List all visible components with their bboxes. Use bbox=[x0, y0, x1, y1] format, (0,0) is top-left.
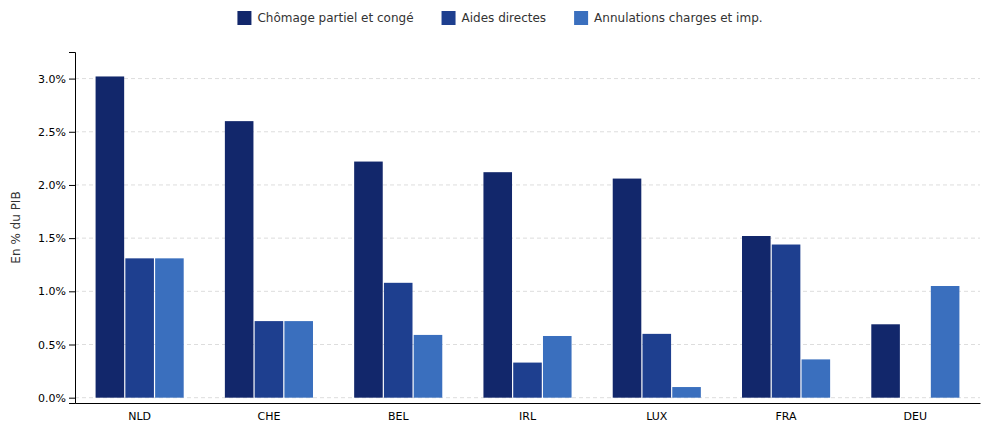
bar bbox=[543, 336, 572, 398]
x-tick: NLD bbox=[128, 410, 151, 423]
y-tick-label: 1.0% bbox=[38, 285, 66, 298]
y-tick-mark bbox=[69, 132, 75, 133]
x-tick-label: NLD bbox=[128, 410, 151, 423]
legend-item: Aides directes bbox=[442, 11, 547, 25]
legend-swatch bbox=[237, 11, 251, 25]
bar bbox=[871, 324, 900, 397]
bar bbox=[155, 258, 184, 397]
y-tick-mark bbox=[69, 79, 75, 80]
y-tick-label: 2.0% bbox=[38, 179, 66, 192]
grid-line bbox=[75, 78, 980, 79]
x-tick: DEU bbox=[904, 410, 927, 423]
bar bbox=[483, 172, 512, 397]
legend-swatch bbox=[574, 11, 588, 25]
legend: Chômage partiel et congé Aides directes An… bbox=[237, 11, 762, 25]
x-tick-label: IRL bbox=[519, 410, 537, 423]
y-tick-label: 0.5% bbox=[38, 339, 66, 352]
y-tick: 0.5% bbox=[38, 339, 75, 352]
y-tick: 3.0% bbox=[38, 73, 75, 86]
bars bbox=[96, 76, 960, 397]
x-tick-label: CHE bbox=[257, 410, 280, 423]
bar bbox=[225, 121, 254, 398]
bar bbox=[642, 334, 671, 398]
bar bbox=[414, 335, 443, 398]
bar bbox=[354, 162, 383, 398]
y-tick-label: 0.0% bbox=[38, 392, 66, 405]
legend-item: Annulations charges et imp. bbox=[574, 11, 762, 25]
x-tick: CHE bbox=[257, 410, 280, 423]
y-tick: 1.5% bbox=[38, 232, 75, 245]
x-tick-label: FRA bbox=[776, 410, 798, 423]
legend-label: Aides directes bbox=[462, 11, 547, 25]
bar bbox=[672, 387, 701, 398]
bar bbox=[284, 321, 313, 398]
chart: 0.0% 0.5% 1.0% 1.5% 2.0% 2.5% 3.0% NLD CHE BEL IRL… bbox=[0, 0, 1000, 443]
x-tick: IRL bbox=[519, 410, 537, 423]
bar bbox=[802, 359, 831, 397]
x-axis-line bbox=[76, 403, 981, 404]
bar bbox=[772, 245, 801, 398]
y-axis: 0.0% 0.5% 1.0% 1.5% 2.0% 2.5% 3.0% bbox=[38, 53, 75, 405]
grid-line bbox=[75, 238, 980, 239]
y-tick: 2.0% bbox=[38, 179, 75, 192]
grid-line bbox=[75, 184, 980, 185]
bar bbox=[931, 286, 960, 398]
bar-series bbox=[125, 245, 800, 398]
bar-series bbox=[155, 258, 959, 397]
bar bbox=[901, 397, 930, 398]
grid-line bbox=[75, 131, 980, 132]
x-tick-label: BEL bbox=[388, 410, 409, 423]
x-tick-label: DEU bbox=[904, 410, 927, 423]
bar bbox=[613, 179, 642, 398]
bar bbox=[125, 258, 154, 397]
y-tick-mark bbox=[69, 238, 75, 239]
y-tick-mark bbox=[69, 398, 75, 399]
bar bbox=[255, 321, 284, 398]
y-tick-mark bbox=[69, 345, 75, 346]
y-tick-label: 2.5% bbox=[38, 126, 66, 139]
y-tick: 0.0% bbox=[38, 392, 75, 405]
grid bbox=[75, 79, 980, 398]
bar bbox=[384, 283, 413, 398]
y-tick-mark bbox=[69, 185, 75, 186]
y-tick: 1.0% bbox=[38, 285, 75, 298]
y-axis-title: En % du PIB bbox=[9, 191, 23, 263]
grid-line bbox=[75, 344, 980, 345]
y-tick-label: 3.0% bbox=[38, 73, 66, 86]
y-tick-label: 1.5% bbox=[38, 232, 66, 245]
y-tick: 2.5% bbox=[38, 126, 75, 139]
grid-line bbox=[75, 291, 980, 292]
x-tick: BEL bbox=[388, 410, 409, 423]
bar bbox=[96, 76, 125, 397]
x-tick: LUX bbox=[646, 410, 668, 423]
legend-swatch bbox=[442, 11, 456, 25]
x-tick-label: LUX bbox=[646, 410, 668, 423]
y-axis-line bbox=[69, 53, 76, 404]
bar-series bbox=[96, 76, 900, 397]
x-tick: FRA bbox=[776, 410, 798, 423]
bar bbox=[742, 236, 771, 398]
bar bbox=[513, 363, 542, 398]
legend-item: Chômage partiel et congé bbox=[237, 11, 413, 25]
legend-label: Annulations charges et imp. bbox=[594, 11, 762, 25]
legend-label: Chômage partiel et congé bbox=[257, 11, 413, 25]
y-tick-mark bbox=[69, 291, 75, 292]
x-axis: NLD CHE BEL IRL LUX FRA DEU bbox=[76, 404, 981, 423]
